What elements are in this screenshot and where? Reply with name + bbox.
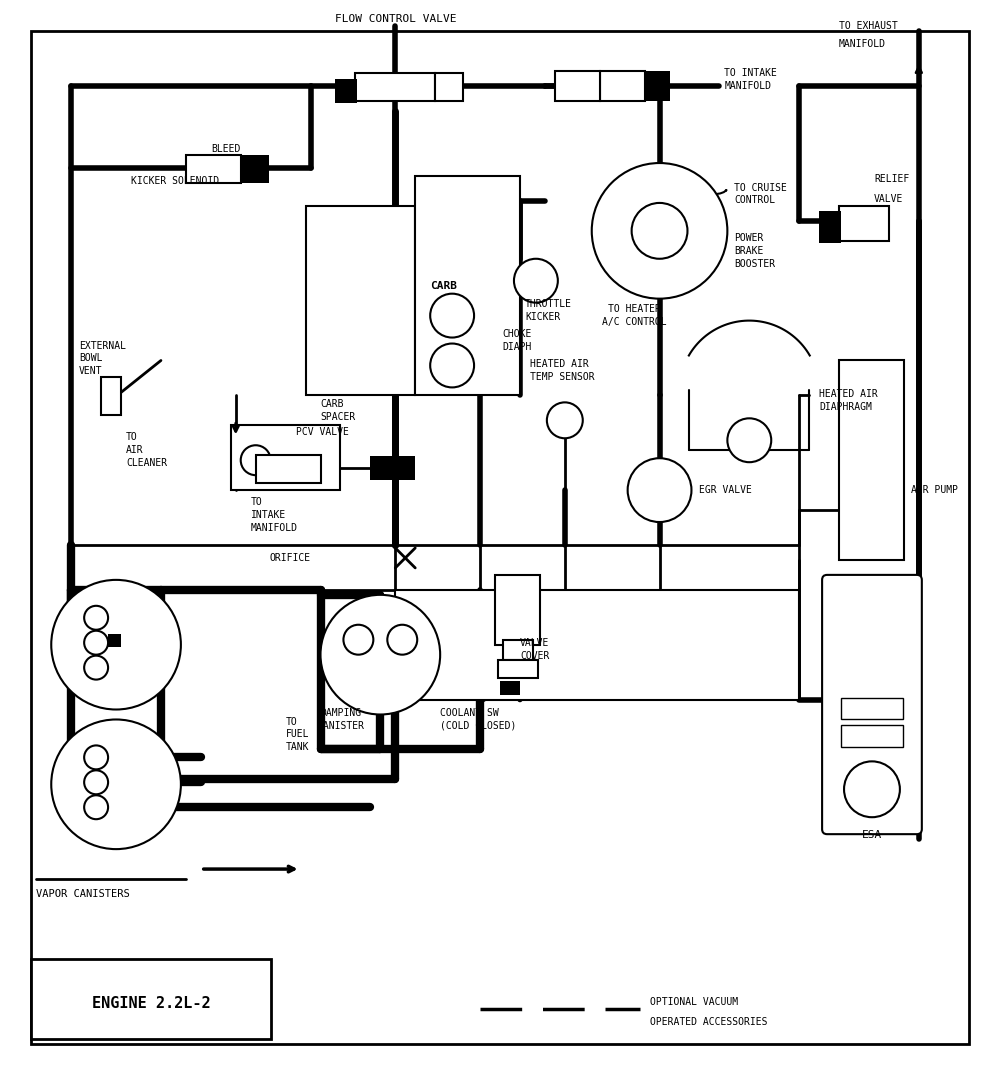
- Circle shape: [547, 403, 583, 438]
- Text: KICKER SOLENOID: KICKER SOLENOID: [131, 176, 219, 186]
- Text: TO
FUEL
TANK: TO FUEL TANK: [286, 717, 309, 752]
- Text: DAMPING
CANISTER: DAMPING CANISTER: [317, 708, 364, 731]
- Bar: [839, 361, 904, 560]
- Circle shape: [430, 294, 474, 337]
- Text: COOLANT SW
(COLD CLOSED): COOLANT SW (COLD CLOSED): [440, 708, 517, 731]
- Bar: [231, 425, 340, 490]
- Bar: [395, 590, 799, 700]
- Text: VALVE: VALVE: [874, 194, 903, 204]
- Circle shape: [241, 445, 271, 475]
- Text: ENGINE 2.2L-2: ENGINE 2.2L-2: [92, 996, 210, 1011]
- Text: ESA: ESA: [862, 830, 882, 841]
- FancyArrowPatch shape: [717, 190, 726, 194]
- Text: TO
INTAKE
MANIFOLD: TO INTAKE MANIFOLD: [251, 498, 298, 533]
- Bar: [256, 455, 320, 483]
- Text: VALVE
COVER: VALVE COVER: [520, 639, 549, 661]
- Circle shape: [343, 625, 373, 655]
- Circle shape: [84, 606, 108, 630]
- Bar: [645, 72, 670, 101]
- Text: TO CRUISE
CONTROL: TO CRUISE CONTROL: [734, 183, 787, 205]
- Bar: [108, 633, 121, 647]
- Text: ORIFICE: ORIFICE: [269, 553, 311, 563]
- Text: TO
AIR
CLEANER: TO AIR CLEANER: [126, 433, 167, 468]
- Text: EXTERNAL
BOWL
VENT: EXTERNAL BOWL VENT: [79, 341, 126, 376]
- Text: TO HEATER
A/C CONTROL: TO HEATER A/C CONTROL: [602, 304, 667, 327]
- Text: OPTIONAL VACUUM: OPTIONAL VACUUM: [650, 996, 738, 1007]
- Bar: [495, 575, 540, 645]
- Bar: [31, 959, 271, 1038]
- Circle shape: [51, 580, 181, 709]
- Circle shape: [844, 761, 900, 817]
- Circle shape: [592, 163, 727, 299]
- Circle shape: [387, 625, 417, 655]
- Circle shape: [430, 344, 474, 388]
- Text: PCV VALVE: PCV VALVE: [296, 427, 348, 437]
- Bar: [435, 74, 463, 101]
- Bar: [370, 456, 415, 481]
- Circle shape: [84, 770, 108, 795]
- Circle shape: [632, 203, 687, 258]
- Text: POWER
BRAKE
BOOSTER: POWER BRAKE BOOSTER: [734, 233, 775, 268]
- Bar: [355, 74, 435, 101]
- Circle shape: [84, 745, 108, 769]
- Text: RELIEF: RELIEF: [874, 174, 909, 184]
- Bar: [498, 660, 538, 677]
- Text: EGR VALVE: EGR VALVE: [699, 485, 752, 496]
- Text: HEATED AIR
TEMP SENSOR: HEATED AIR TEMP SENSOR: [530, 359, 595, 382]
- Bar: [819, 210, 841, 242]
- Bar: [241, 155, 269, 183]
- Circle shape: [84, 796, 108, 819]
- Text: TO INTAKE
MANIFOLD: TO INTAKE MANIFOLD: [724, 68, 777, 91]
- Text: CARB
SPACER: CARB SPACER: [320, 399, 356, 422]
- Text: MANIFOLD: MANIFOLD: [839, 40, 886, 49]
- Bar: [500, 680, 520, 694]
- Text: TO EXHAUST: TO EXHAUST: [839, 21, 898, 31]
- Text: CARB: CARB: [430, 281, 457, 290]
- Bar: [503, 640, 533, 660]
- Bar: [841, 697, 903, 720]
- Bar: [827, 580, 917, 829]
- Text: AIR PUMP: AIR PUMP: [911, 485, 958, 496]
- Circle shape: [84, 656, 108, 679]
- Text: THROTTLE
KICKER: THROTTLE KICKER: [525, 299, 572, 323]
- Bar: [101, 377, 121, 415]
- Circle shape: [727, 419, 771, 462]
- Bar: [600, 72, 645, 101]
- Circle shape: [51, 720, 181, 849]
- Bar: [335, 79, 357, 104]
- Text: FLOW CONTROL VALVE: FLOW CONTROL VALVE: [335, 15, 456, 25]
- Circle shape: [84, 631, 108, 655]
- Text: CHOKE
DIAPH: CHOKE DIAPH: [502, 329, 531, 352]
- Circle shape: [320, 595, 440, 714]
- Circle shape: [628, 458, 691, 522]
- Text: OPERATED ACCESSORIES: OPERATED ACCESSORIES: [650, 1017, 767, 1026]
- Bar: [186, 155, 241, 183]
- Text: HEATED AIR
DIAPHRAGM: HEATED AIR DIAPHRAGM: [819, 389, 878, 412]
- Bar: [306, 206, 415, 395]
- Bar: [415, 176, 520, 395]
- Bar: [841, 725, 903, 748]
- Circle shape: [514, 258, 558, 302]
- Text: BLEED: BLEED: [211, 144, 240, 154]
- Bar: [555, 72, 600, 101]
- Bar: [839, 206, 889, 240]
- Text: VAPOR CANISTERS: VAPOR CANISTERS: [36, 889, 130, 899]
- FancyBboxPatch shape: [822, 575, 922, 834]
